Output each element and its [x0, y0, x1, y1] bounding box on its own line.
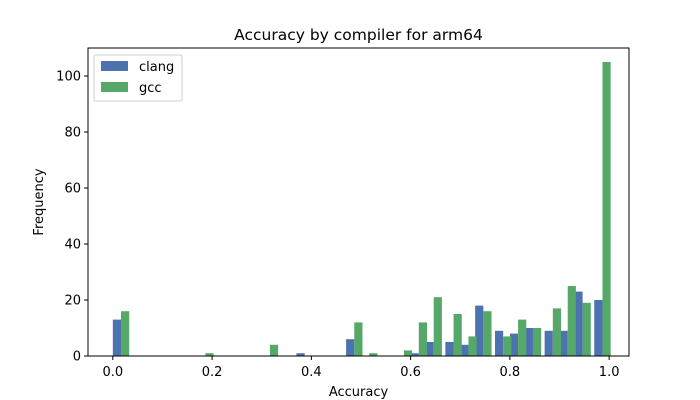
y-tick-label-1: 20 — [64, 294, 81, 309]
bar-gcc-10 — [483, 311, 492, 356]
bar-gcc-2 — [269, 344, 279, 356]
bar-gcc-12 — [518, 319, 527, 356]
bar-gcc-15 — [567, 286, 576, 356]
bar-gcc-1 — [205, 353, 214, 356]
legend-swatch-clang — [101, 61, 128, 71]
x-tick-label-2: 0.4 — [301, 365, 322, 380]
bar-clang-3 — [410, 353, 419, 356]
y-tick-label-0: 0 — [73, 350, 81, 365]
bar-gcc-13 — [532, 328, 542, 356]
bar-gcc-3 — [354, 322, 363, 356]
x-axis-ticks: 0.0 0.2 0.4 0.6 0.8 1.0 — [102, 356, 619, 380]
bar-gcc-6 — [418, 322, 428, 356]
bar-clang-9 — [509, 333, 519, 356]
x-tick-label-4: 0.8 — [500, 365, 521, 380]
x-axis-label: Accuracy — [329, 385, 389, 400]
bar-clang-4 — [425, 342, 434, 356]
bar-clang-1 — [296, 353, 305, 356]
legend-label-gcc: gcc — [139, 81, 162, 96]
bar-clang-0 — [112, 319, 122, 356]
y-tick-label-2: 40 — [64, 238, 81, 253]
x-tick-label-5: 1.0 — [599, 365, 620, 380]
bar-clang-2 — [346, 339, 355, 356]
bar-clang-7 — [475, 305, 484, 356]
y-axis-ticks: 0 20 40 60 80 100 — [56, 70, 88, 365]
y-tick-label-4: 80 — [64, 126, 81, 141]
bar-clang-12 — [559, 330, 568, 356]
chart-title: Accuracy by compiler for arm64 — [234, 26, 483, 44]
x-tick-label-0: 0.0 — [102, 365, 123, 380]
bar-clang-8 — [494, 330, 504, 356]
bar-gcc-7 — [433, 297, 442, 356]
y-tick-label-5: 100 — [56, 70, 81, 85]
bar-clang-11 — [544, 330, 553, 356]
bar-clang-13 — [574, 291, 583, 356]
y-tick-label-3: 60 — [64, 182, 81, 197]
plot-frame — [87, 47, 630, 357]
bar-clang-10 — [524, 328, 533, 356]
legend-label-clang: clang — [139, 60, 174, 75]
bar-gcc-4 — [369, 353, 378, 356]
bar-gcc-16 — [582, 302, 591, 356]
x-tick-label-1: 0.2 — [202, 365, 223, 380]
bar-gcc-9 — [468, 336, 477, 356]
legend: clang gcc — [93, 54, 183, 102]
bar-clang-6 — [460, 344, 469, 356]
y-axis-label: Frequency — [32, 168, 47, 235]
bar-gcc-8 — [453, 314, 462, 356]
bar-gcc-14 — [552, 308, 562, 356]
legend-swatch-gcc — [101, 82, 128, 92]
bar-gcc-11 — [503, 336, 512, 356]
bar-gcc-17 — [602, 62, 611, 356]
bar-gcc-5 — [403, 350, 413, 356]
bars-layer — [112, 62, 611, 356]
x-tick-label-3: 0.6 — [400, 365, 421, 380]
bar-clang-14 — [594, 300, 603, 356]
bar-clang-5 — [445, 342, 454, 356]
bar-gcc-0 — [121, 311, 130, 356]
